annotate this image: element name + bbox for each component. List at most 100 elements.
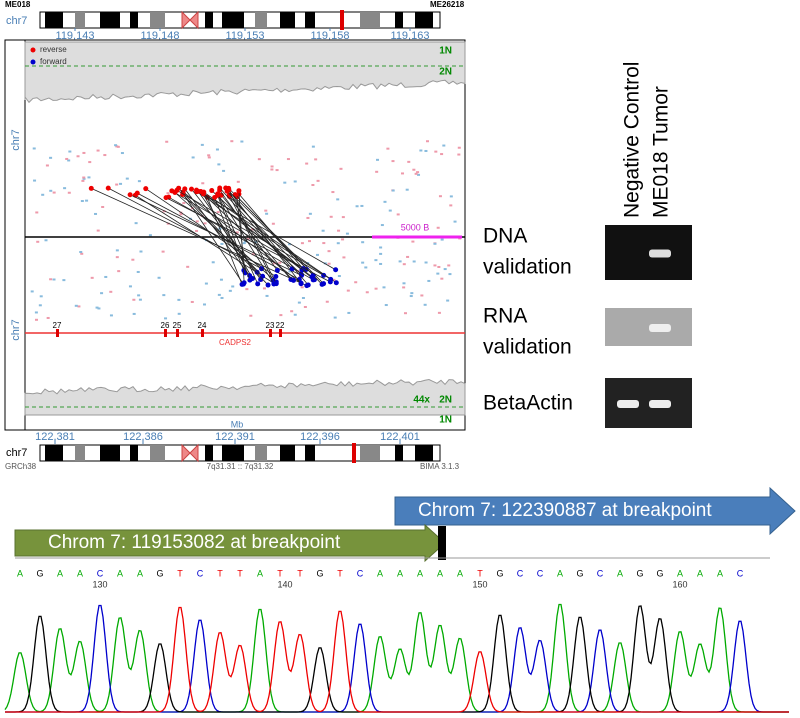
read (117, 270, 121, 273)
axis-tick-label: 122,391 (215, 431, 255, 443)
read (407, 160, 411, 163)
exon (56, 329, 59, 337)
read (386, 147, 390, 150)
axis-tick-label: 122,396 (300, 431, 340, 443)
exon (176, 329, 179, 337)
centromere (181, 443, 199, 463)
read (222, 169, 226, 172)
copy-label: 1N (439, 46, 452, 57)
read (139, 250, 143, 253)
read (220, 242, 224, 245)
read (235, 231, 239, 234)
row-label: RNA (483, 305, 527, 328)
read (301, 296, 305, 299)
read (52, 278, 56, 281)
position-label: 150 (472, 579, 487, 589)
base: A (457, 568, 463, 578)
ideogram-band (255, 445, 267, 461)
read-end (224, 188, 230, 194)
legend-label: reverse (40, 45, 67, 54)
read (90, 276, 94, 279)
ideogram-band (100, 445, 120, 461)
read-end (143, 186, 149, 192)
read (35, 211, 39, 214)
read-end (163, 195, 169, 201)
read (337, 229, 341, 232)
read (94, 212, 98, 215)
base: G (316, 568, 323, 578)
read (68, 150, 72, 153)
read (120, 152, 124, 155)
read (316, 253, 320, 256)
base: T (337, 568, 343, 578)
read (270, 165, 274, 168)
read-end (241, 280, 247, 286)
ideogram-band (415, 12, 433, 28)
read-end (254, 269, 260, 275)
read (191, 156, 195, 159)
axis-tick-label: 122,401 (380, 431, 420, 443)
read (297, 301, 301, 304)
read (217, 293, 221, 296)
assembly-label: GRCh38 (5, 462, 37, 471)
read (228, 289, 232, 292)
base: T (297, 568, 303, 578)
read-end (217, 185, 223, 191)
read (379, 262, 383, 265)
read (457, 146, 461, 149)
base: A (417, 568, 423, 578)
read-end (298, 281, 304, 287)
read (62, 279, 66, 282)
read (216, 211, 220, 214)
read (409, 295, 413, 298)
read (207, 156, 211, 159)
read (128, 285, 132, 288)
exon-label: 24 (198, 321, 207, 330)
chrom-label: chr7 (10, 319, 22, 340)
read (300, 286, 304, 289)
base: T (237, 568, 243, 578)
read (443, 268, 447, 271)
base: A (557, 568, 563, 578)
read (203, 222, 207, 225)
read (379, 246, 383, 249)
base: G (496, 568, 503, 578)
read (329, 215, 333, 218)
read (116, 145, 120, 148)
base: A (377, 568, 383, 578)
gel-band (649, 249, 671, 258)
copy-label: 2N (439, 395, 452, 406)
read (230, 140, 234, 143)
link (196, 189, 336, 271)
read (41, 193, 45, 196)
read (411, 240, 415, 243)
read-end (265, 282, 271, 288)
read (420, 294, 424, 297)
read (440, 238, 444, 241)
ideogram-marker (352, 443, 356, 463)
gel-band (649, 324, 671, 332)
arrow (14, 523, 446, 563)
read (414, 172, 418, 175)
read (321, 229, 325, 232)
exon-label: 27 (53, 321, 62, 330)
read (391, 189, 395, 192)
base: T (477, 568, 483, 578)
base: C (97, 568, 104, 578)
read (136, 270, 140, 273)
gene-label: CADPS2 (219, 338, 252, 347)
link (203, 193, 294, 281)
read-end (88, 185, 94, 191)
read (245, 288, 249, 291)
base: A (697, 568, 703, 578)
read (380, 224, 384, 227)
read (97, 307, 101, 310)
read (288, 270, 292, 273)
gel-image (605, 225, 692, 280)
base: C (197, 568, 204, 578)
base: A (77, 568, 83, 578)
read (177, 312, 181, 315)
read (115, 256, 119, 259)
read (219, 278, 223, 281)
read (412, 260, 416, 263)
